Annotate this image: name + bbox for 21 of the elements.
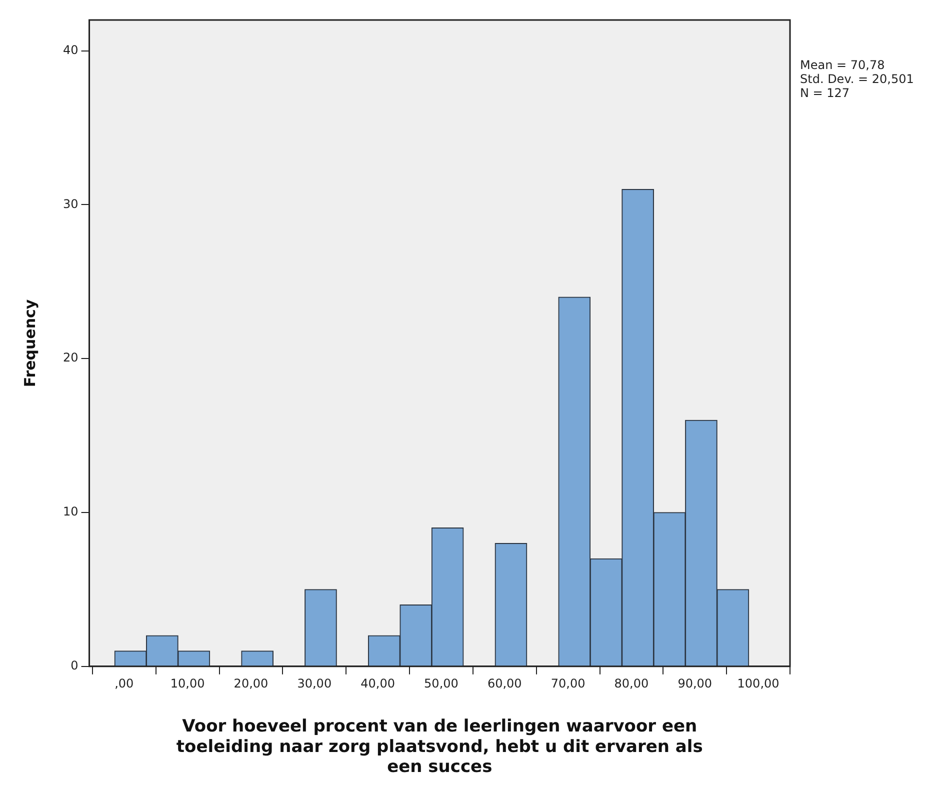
- x-tick-label: 90,00: [678, 676, 712, 691]
- x-axis-title: Voor hoeveel procent van de leerlingen waarvoor een toeleiding naar zorg plaatsvond, hebt u dit ervaren als een succes: [176, 716, 703, 778]
- x-tick-label: 40,00: [360, 676, 395, 691]
- y-tick-label: 10: [62, 504, 78, 519]
- y-tick-label: 30: [62, 196, 78, 211]
- x-tick-label: ,00: [114, 676, 134, 691]
- x-tick-label: 10,00: [170, 676, 205, 691]
- y-axis-title: Frequency: [20, 299, 39, 388]
- x-tick-label: 100,00: [737, 676, 780, 691]
- x-tick-label: 20,00: [234, 676, 268, 691]
- text: Std. Dev. = 20,501: [800, 72, 914, 86]
- text: N = 127: [800, 86, 850, 100]
- x-tick-label: 50,00: [424, 676, 458, 691]
- x-tick-label: 70,00: [550, 676, 586, 691]
- x-tick-label: 30,00: [297, 676, 332, 691]
- x-tick-label: 80,00: [614, 676, 649, 691]
- y-tick-label: 0: [70, 658, 78, 673]
- y-tick-label: 20: [62, 350, 78, 365]
- y-tick-label: 40: [62, 42, 78, 57]
- text: Mean = 70,78: [800, 58, 885, 72]
- x-tick-label: 60,00: [487, 676, 522, 691]
